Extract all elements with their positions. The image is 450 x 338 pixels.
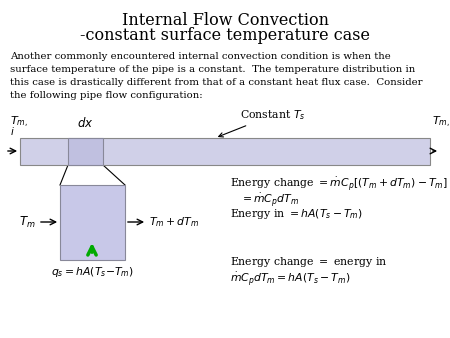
Text: surface temperature of the pipe is a constant.  The temperature distribution in: surface temperature of the pipe is a con… <box>10 65 415 74</box>
Text: Another commonly encountered internal convection condition is when the: Another commonly encountered internal co… <box>10 52 391 61</box>
Text: $= \dot{m}C_p dT_m$: $= \dot{m}C_p dT_m$ <box>240 191 299 209</box>
Text: Energy change $= \dot{m}C_p[(T_m + dT_m) - T_m]$: Energy change $= \dot{m}C_p[(T_m + dT_m)… <box>230 175 448 193</box>
Text: $T_m+dT_m$: $T_m+dT_m$ <box>149 215 199 229</box>
Bar <box>60 185 125 260</box>
Text: $q_s=hA(T_s\mathrm{-}T_m)$: $q_s=hA(T_s\mathrm{-}T_m)$ <box>50 265 133 279</box>
Text: this case is drastically different from that of a constant heat flux case.  Cons: this case is drastically different from … <box>10 78 423 87</box>
Text: Energy in $= hA(T_s - T_m)$: Energy in $= hA(T_s - T_m)$ <box>230 207 363 221</box>
Bar <box>68 138 103 165</box>
Text: $T_{m,o}$: $T_{m,o}$ <box>432 115 450 130</box>
Bar <box>20 138 430 165</box>
Text: -constant surface temperature case: -constant surface temperature case <box>80 27 370 44</box>
Text: $T_m$: $T_m$ <box>19 214 36 230</box>
Text: $i$: $i$ <box>10 125 15 137</box>
Text: Energy change $=$ energy in: Energy change $=$ energy in <box>230 255 387 269</box>
Text: $dx$: $dx$ <box>77 116 94 130</box>
Text: Internal Flow Convection: Internal Flow Convection <box>122 12 328 29</box>
Text: $T_{m,}$: $T_{m,}$ <box>10 115 28 130</box>
Text: Constant $T_s$: Constant $T_s$ <box>219 108 306 137</box>
Text: $\dot{m}C_p dT_m = hA(T_s - T_m)$: $\dot{m}C_p dT_m = hA(T_s - T_m)$ <box>230 270 351 288</box>
Text: the following pipe flow configuration:: the following pipe flow configuration: <box>10 91 202 100</box>
